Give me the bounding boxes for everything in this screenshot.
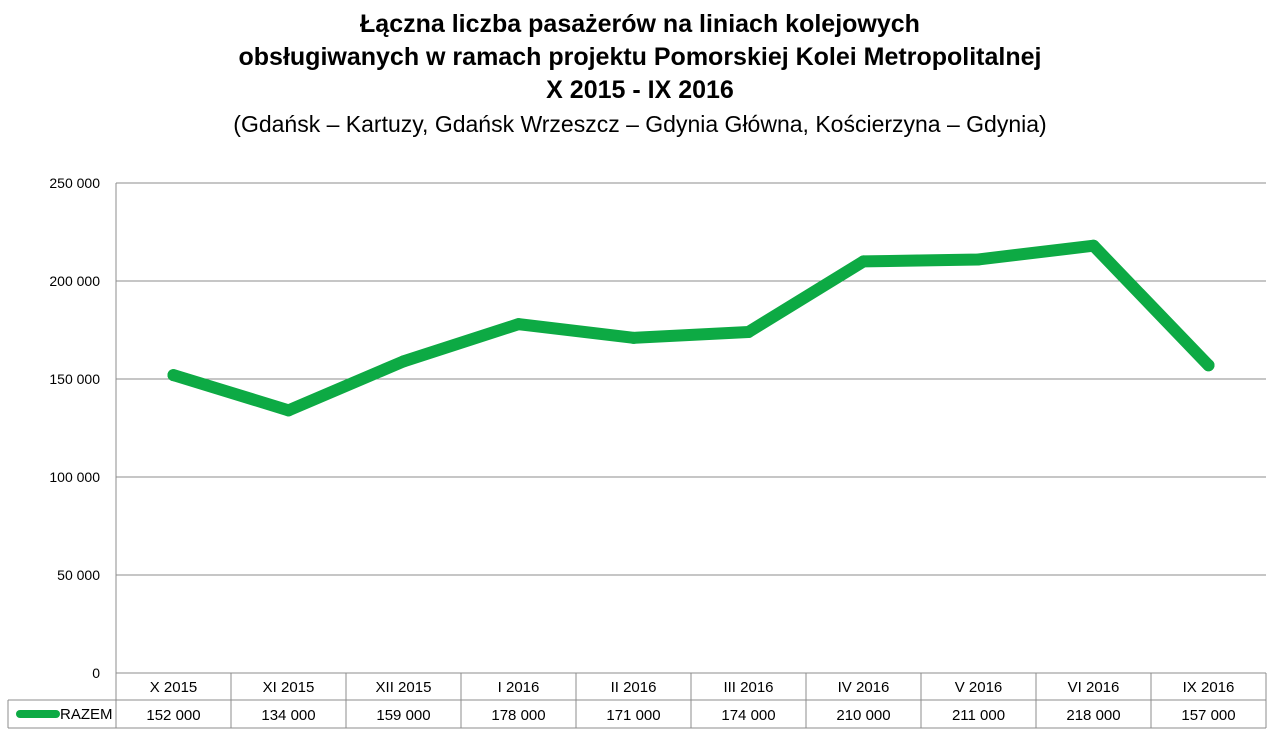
data-table-value: 218 000 (1066, 707, 1120, 724)
legend-label: RAZEM (60, 706, 113, 723)
data-point (167, 369, 180, 382)
data-point (397, 355, 410, 368)
chart-subtitle: (Gdańsk – Kartuzy, Gdańsk Wrzeszcz – Gdy… (233, 111, 1047, 137)
x-category-label: III 2016 (723, 679, 773, 696)
y-tick-label: 250 000 (49, 175, 100, 191)
x-category-label: VI 2016 (1068, 679, 1120, 696)
data-point (1202, 359, 1215, 372)
x-category-label: II 2016 (611, 679, 657, 696)
data-point (627, 331, 640, 344)
chart-title-line-2: obsługiwanych w ramach projektu Pomorski… (238, 43, 1042, 71)
x-category-label: I 2016 (498, 679, 540, 696)
y-tick-label: 50 000 (57, 567, 100, 583)
data-table-value: 134 000 (261, 707, 315, 724)
data-table-value: 174 000 (721, 707, 775, 724)
x-category-label: XI 2015 (263, 679, 315, 696)
x-category-label: IV 2016 (838, 679, 890, 696)
chart-title-line-1: Łączna liczba pasażerów na liniach kolej… (360, 10, 920, 38)
data-table-value: 152 000 (146, 707, 200, 724)
data-point (1087, 239, 1100, 252)
data-point (282, 404, 295, 417)
y-tick-label: 150 000 (49, 371, 100, 387)
data-point (857, 255, 870, 268)
series-line-razem (167, 239, 1215, 417)
data-point (972, 253, 985, 266)
data-table-value: 171 000 (606, 707, 660, 724)
data-table-value: 211 000 (952, 707, 1005, 724)
data-table-value: 178 000 (491, 707, 545, 724)
y-tick-label: 0 (92, 665, 100, 681)
data-point (742, 325, 755, 338)
x-category-label: IX 2016 (1183, 679, 1235, 696)
data-table-value: 210 000 (836, 707, 890, 724)
data-table-value: 157 000 (1181, 707, 1235, 724)
x-category-label: X 2015 (150, 679, 198, 696)
x-category-label: XII 2015 (376, 679, 432, 696)
y-tick-label: 200 000 (49, 273, 100, 289)
data-point (512, 318, 525, 331)
y-tick-label: 100 000 (49, 469, 100, 485)
x-category-label: V 2016 (955, 679, 1003, 696)
chart-title-block: Łączna liczba pasażerów na liniach kolej… (0, 8, 1280, 141)
data-table-value: 159 000 (376, 707, 430, 724)
chart-title-line-3: X 2015 - IX 2016 (546, 76, 734, 104)
